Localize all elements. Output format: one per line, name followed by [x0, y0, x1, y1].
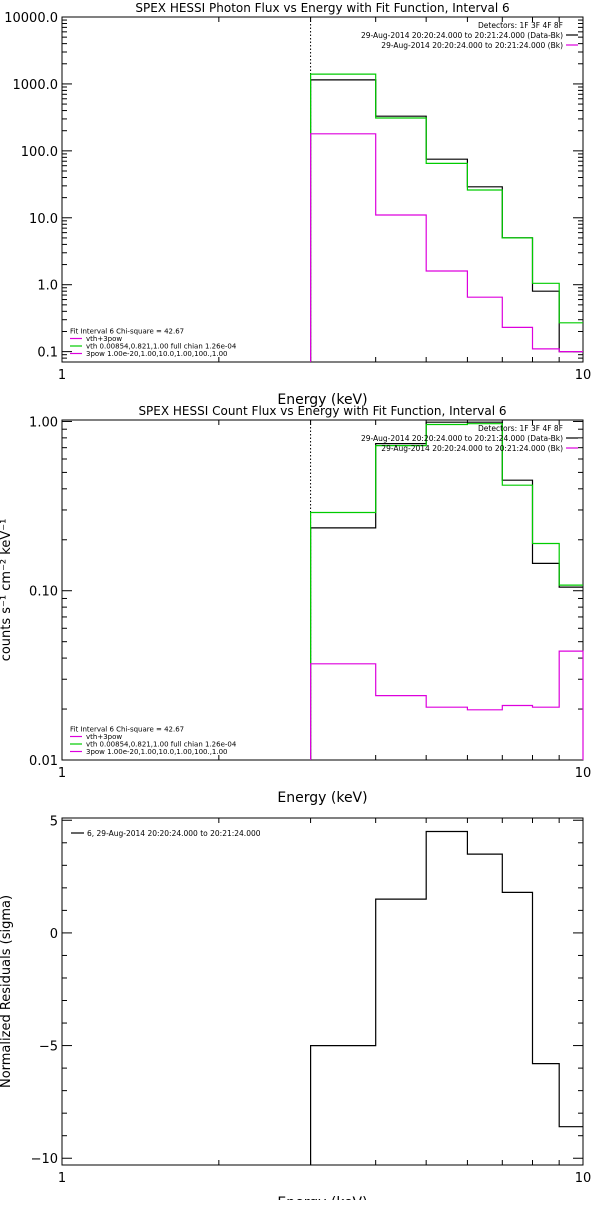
legend-top-text: 29-Aug-2014 20:20:24.000 to 20:21:24.000…: [381, 41, 563, 50]
y-tick-label: −10: [31, 1152, 58, 1167]
y-axis-label: counts s⁻¹ cm⁻² keV⁻¹: [0, 519, 14, 662]
x-tick-label: 10: [575, 368, 592, 383]
series-step-line-1: [310, 79, 583, 362]
x-axis-label: Energy (keV): [277, 790, 367, 806]
series-step-line-2: [310, 423, 583, 760]
legend-topleft-text: 6, 29-Aug-2014 20:20:24.000 to 20:21:24.…: [87, 829, 261, 838]
x-tick-label: 1: [58, 1171, 66, 1186]
legend-top-text: Detectors: 1F 3F 4F 8F: [478, 424, 563, 433]
legend-top-text: Detectors: 1F 3F 4F 8F: [478, 21, 563, 30]
legend-bottom-text: vth 0.00854,0.821,1.00 full chian 1.26e-…: [86, 741, 237, 749]
y-tick-label: 100.0: [21, 145, 58, 160]
legend-bottom-text: vth+3pow: [86, 733, 122, 741]
series-step-line-3: [310, 650, 584, 760]
legend-bottom-text: 3pow 1.00e-20,1.00,10.0,1.00,100.,1.00: [86, 350, 228, 358]
y-tick-label: 5: [50, 814, 58, 829]
series-step-line-3: [310, 133, 583, 362]
plot-frame: [61, 16, 584, 363]
panel-1: SPEX HESSI Photon Flux vs Energy with Fi…: [4, 1, 591, 408]
x-tick-label: 1: [58, 368, 66, 383]
chart-title: SPEX HESSI Photon Flux vs Energy with Fi…: [135, 1, 509, 15]
series-step-line-1: [310, 421, 583, 760]
y-tick-label: 1.0: [37, 279, 58, 294]
legend-bottom-text: Fit Interval 6 Chi-square = 42.67: [70, 328, 184, 336]
legend-top-text: 29-Aug-2014 20:20:24.000 to 20:21:24.000…: [381, 444, 563, 453]
y-axis-label: Normalized Residuals (sigma): [0, 895, 14, 1088]
panel-2: SPEX HESSI Count Flux vs Energy with Fit…: [0, 404, 591, 806]
y-tick-label: 0.1: [37, 346, 58, 361]
series-step-line-1: [310, 830, 583, 1165]
x-tick-label: 1: [58, 766, 66, 781]
x-axis-label: Energy (keV): [277, 392, 367, 408]
x-axis-label: Energy (keV): [277, 1195, 367, 1200]
legend-bottom-text: vth 0.00854,0.821,1.00 full chian 1.26e-…: [86, 343, 237, 351]
panel-3: 1 10 −10 −5 0 5 Energy (keV) Normalized Residua…: [0, 814, 592, 1205]
y-tick-label: 10.0: [29, 212, 58, 227]
x-tick-label: 10: [575, 1171, 592, 1186]
legend-top-text: 29-Aug-2014 20:20:24.000 to 20:21:24.000…: [361, 434, 563, 443]
legend-bottom-text: Fit Interval 6 Chi-square = 42.67: [70, 726, 184, 734]
y-tick-label: 0: [50, 927, 58, 942]
y-tick-label: 0.10: [29, 585, 58, 600]
y-tick-label: 10000.0: [4, 11, 58, 26]
legend-top-text: 29-Aug-2014 20:20:24.000 to 20:21:24.000…: [361, 31, 563, 40]
plot-frame: [61, 419, 584, 761]
y-tick-label: 1.00: [29, 415, 58, 430]
y-tick-label: 1000.0: [13, 78, 59, 93]
legend-bottom-text: 3pow 1.00e-20,1.00,10.0,1.00,100.,1.00: [86, 748, 228, 756]
x-tick-label: 10: [575, 766, 592, 781]
plot-frame: [61, 817, 584, 1166]
legend-bottom-text: vth+3pow: [86, 335, 122, 343]
series-step-line-2: [310, 73, 583, 362]
y-tick-label: −5: [39, 1040, 58, 1055]
y-tick-label: 0.01: [29, 754, 58, 769]
chart-title: SPEX HESSI Count Flux vs Energy with Fit…: [138, 404, 506, 418]
